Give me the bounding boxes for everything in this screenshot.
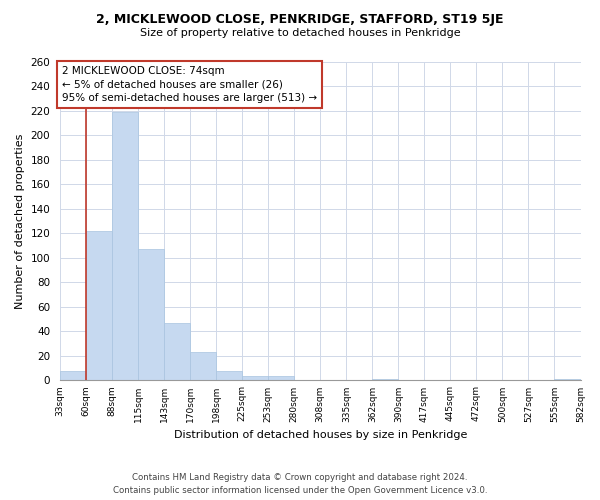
Bar (138, 249, 164, 380)
Bar (112, 112, 138, 380)
Bar (242, 376, 268, 380)
X-axis label: Distribution of detached houses by size in Penkridge: Distribution of detached houses by size … (173, 430, 467, 440)
Text: 2 MICKLEWOOD CLOSE: 74sqm
← 5% of detached houses are smaller (26)
95% of semi-d: 2 MICKLEWOOD CLOSE: 74sqm ← 5% of detach… (62, 66, 317, 103)
Y-axis label: Number of detached properties: Number of detached properties (15, 134, 25, 308)
Bar (86, 231, 112, 380)
Text: Size of property relative to detached houses in Penkridge: Size of property relative to detached ho… (140, 28, 460, 38)
Text: 2, MICKLEWOOD CLOSE, PENKRIDGE, STAFFORD, ST19 5JE: 2, MICKLEWOOD CLOSE, PENKRIDGE, STAFFORD… (96, 12, 504, 26)
Bar (554, 379, 581, 380)
Text: Contains HM Land Registry data © Crown copyright and database right 2024.
Contai: Contains HM Land Registry data © Crown c… (113, 474, 487, 495)
Bar (60, 370, 86, 380)
Bar (373, 379, 398, 380)
Bar (216, 370, 242, 380)
Bar (164, 323, 190, 380)
Bar (190, 352, 216, 380)
Bar (268, 376, 294, 380)
